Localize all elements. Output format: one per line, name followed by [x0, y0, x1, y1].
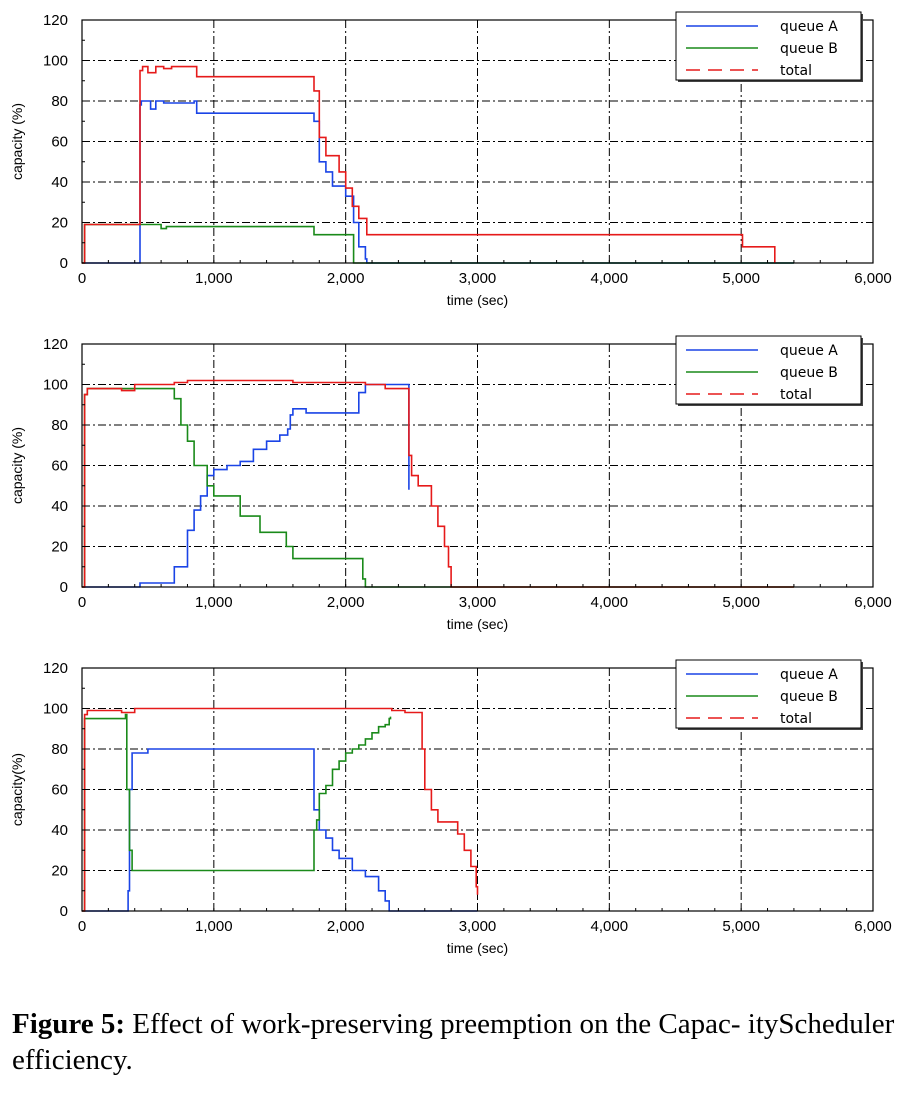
legend-label: total	[780, 387, 812, 403]
legend-label: queue B	[780, 689, 838, 705]
x-tick-label: 5,000	[722, 270, 760, 287]
x-axis-label: time (sec)	[447, 292, 508, 308]
x-tick-label: 3,000	[459, 270, 497, 287]
x-tick-label: 0	[78, 270, 86, 287]
series-line-queue-a	[82, 100, 794, 264]
y-tick-label: 80	[51, 93, 68, 110]
series-line-queue-b	[82, 223, 794, 264]
x-tick-label: 3,000	[459, 594, 497, 611]
legend-label: queue B	[780, 365, 838, 381]
y-tick-label: 100	[43, 53, 68, 70]
y-axis-label: capacity(%)	[9, 753, 25, 826]
chart-2: 0 1,000 2,000 3,000 4,000 5,000 6,000 0 20 40 60 80…	[9, 335, 892, 632]
x-tick-label: 2,000	[327, 594, 365, 611]
legend-label: queue A	[780, 667, 838, 683]
legend-label: queue A	[780, 19, 838, 35]
y-tick-label: 20	[51, 539, 68, 556]
x-tick-label: 4,000	[591, 594, 629, 611]
y-tick-label: 120	[43, 12, 68, 29]
x-tick-label: 6,000	[854, 918, 892, 935]
x-tick-label: 3,000	[459, 918, 497, 935]
y-tick-label: 40	[51, 498, 68, 515]
legend: queue A queue B total	[675, 335, 863, 406]
x-tick-label: 6,000	[854, 594, 892, 611]
figure-caption-text: Effect of work-preserving preemption on …	[12, 1008, 895, 1076]
y-tick-label: 0	[60, 579, 68, 596]
series-line-queue-a	[82, 748, 478, 912]
y-tick-label: 0	[60, 903, 68, 920]
x-axis-label: time (sec)	[447, 940, 508, 956]
x-tick-label: 6,000	[854, 270, 892, 287]
y-tick-label: 0	[60, 255, 68, 272]
y-tick-label: 20	[51, 215, 68, 232]
x-tick-label: 5,000	[722, 594, 760, 611]
chart-1: 0 1,000 2,000 3,000 4,000 5,000 6,000 0 20 40 60 80…	[9, 11, 892, 308]
y-tick-label: 40	[51, 174, 68, 191]
x-tick-label: 5,000	[722, 918, 760, 935]
chart-3: 0 1,000 2,000 3,000 4,000 5,000 6,000 0 20 40 60 80…	[9, 659, 892, 956]
x-tick-label: 2,000	[327, 918, 365, 935]
y-tick-label: 20	[51, 863, 68, 880]
legend: queue A queue B total	[675, 11, 863, 82]
legend-box	[675, 11, 862, 81]
y-tick-label: 80	[51, 741, 68, 758]
series-line-total	[82, 65, 776, 264]
y-tick-label: 60	[51, 458, 68, 475]
legend: queue A queue B total	[675, 659, 863, 730]
y-tick-label: 100	[43, 701, 68, 718]
y-tick-label: 60	[51, 782, 68, 799]
x-tick-label: 1,000	[195, 594, 233, 611]
y-tick-label: 40	[51, 822, 68, 839]
x-tick-label: 4,000	[591, 918, 629, 935]
y-tick-label: 60	[51, 134, 68, 151]
series-line-queue-b	[82, 387, 794, 588]
x-tick-label: 0	[78, 918, 86, 935]
x-tick-label: 4,000	[591, 270, 629, 287]
y-tick-label: 120	[43, 660, 68, 677]
legend-label: queue A	[780, 343, 838, 359]
y-tick-label: 120	[43, 336, 68, 353]
series-line-total	[82, 379, 794, 588]
legend-label: total	[780, 63, 812, 79]
x-axis-label: time (sec)	[447, 616, 508, 632]
y-axis-label: capacity (%)	[9, 427, 25, 504]
legend-box	[675, 335, 862, 405]
legend-label: total	[780, 711, 812, 727]
legend-box	[675, 659, 862, 729]
x-tick-label: 2,000	[327, 270, 365, 287]
figure-caption-label: Figure 5:	[12, 1008, 126, 1040]
x-tick-label: 0	[78, 594, 86, 611]
y-axis-label: capacity (%)	[9, 103, 25, 180]
series-line-queue-a	[82, 383, 410, 588]
y-tick-label: 100	[43, 377, 68, 394]
figure-caption: Figure 5: Effect of work-preserving pree…	[12, 1006, 902, 1078]
y-tick-label: 80	[51, 417, 68, 434]
figure-charts: 0 1,000 2,000 3,000 4,000 5,000 6,000 0 20 40 60 80…	[9, 11, 892, 956]
series-line-total	[82, 707, 479, 912]
legend-label: queue B	[780, 41, 838, 57]
x-tick-label: 1,000	[195, 270, 233, 287]
series-line-queue-b	[82, 713, 392, 912]
x-tick-label: 1,000	[195, 918, 233, 935]
